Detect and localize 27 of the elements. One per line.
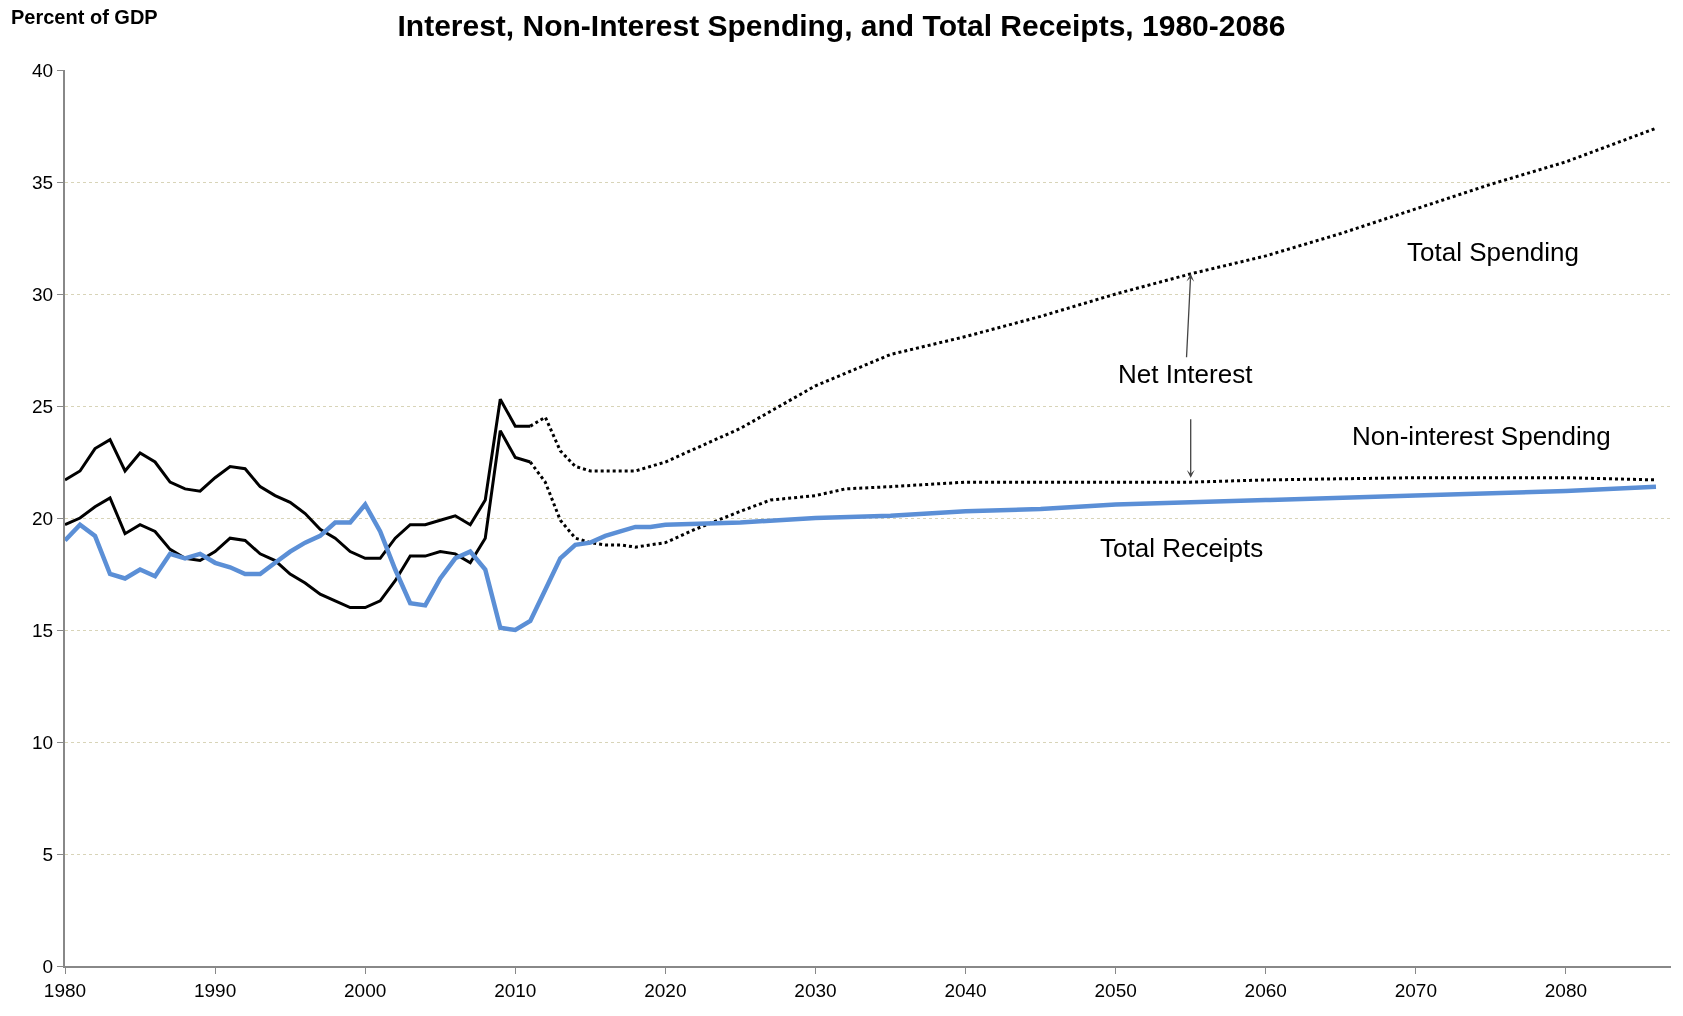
- line-series: [65, 484, 1659, 633]
- x-tick-label: 2020: [644, 979, 687, 1001]
- annotation: Total Spending: [1407, 237, 1580, 267]
- y-tick-label: 15: [32, 619, 54, 641]
- y-tick-label: 5: [42, 843, 54, 865]
- x-tick-label: 2030: [794, 979, 837, 1001]
- y-tick-label: 25: [32, 395, 54, 417]
- x-tick-label: 2060: [1244, 979, 1287, 1001]
- x-tick-label: 2000: [344, 979, 387, 1001]
- y-tick-label: 20: [32, 507, 54, 529]
- x-tick-label: 2040: [944, 979, 987, 1001]
- annotation: Total Receipts: [1100, 533, 1264, 563]
- annotation: Net Interest: [1118, 359, 1254, 389]
- y-tick-label: 40: [32, 59, 54, 81]
- y-axis-title: Percent of GDP: [11, 6, 158, 28]
- y-tick-label: 30: [32, 283, 54, 305]
- x-tick-label: 1990: [193, 979, 237, 1001]
- chart-title: Interest, Non-Interest Spending, and Total Receipts, 1980-2086: [397, 9, 1286, 43]
- x-tick-label: 2050: [1094, 979, 1137, 1001]
- y-tick-label: 35: [32, 171, 54, 193]
- annotation: Non-interest Spending: [1352, 421, 1611, 451]
- x-tick-label: 2010: [494, 979, 537, 1001]
- x-tick-label: 2070: [1394, 979, 1437, 1001]
- y-tick-label: 10: [32, 731, 54, 753]
- x-tick-label: 2080: [1544, 979, 1588, 1001]
- y-tick-label: 0: [42, 955, 54, 977]
- x-tick-label: 1980: [43, 979, 87, 1001]
